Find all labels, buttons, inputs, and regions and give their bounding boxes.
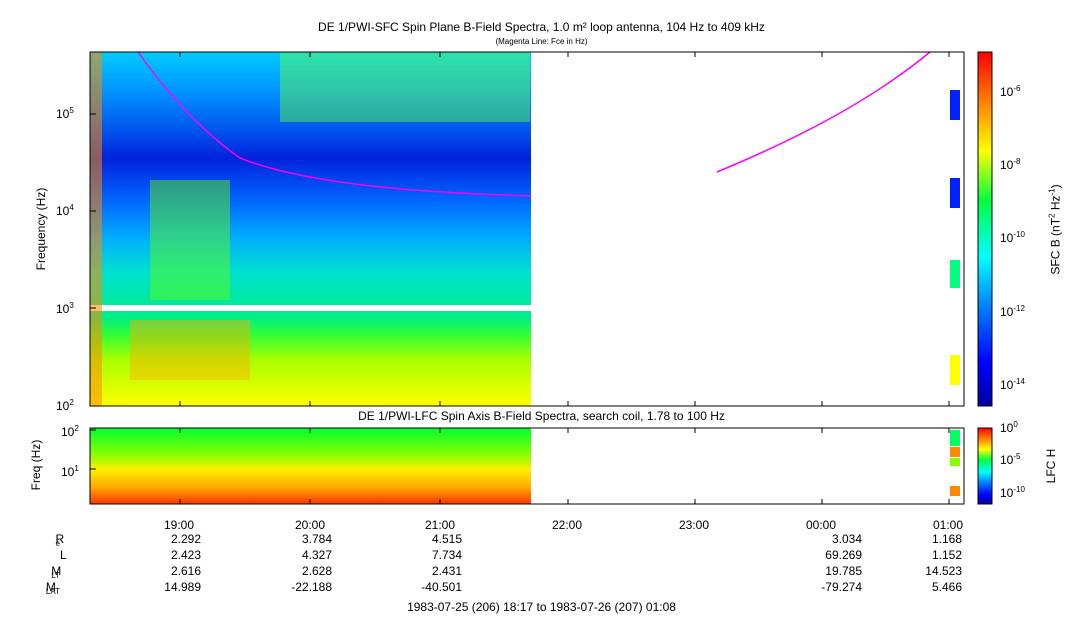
ephemeris-value: 4.515 (431, 532, 462, 546)
lower-ytick-label: 102 (61, 424, 79, 439)
lower-panel (89, 427, 965, 505)
upper-colorbar-tick: 10-8 (1000, 157, 1021, 172)
x-axis-ticks (179, 52, 950, 504)
ephemeris-value: 2.292 (170, 532, 201, 546)
xtick-label: 20:00 (295, 518, 326, 532)
lower-colorbar-label: LFC H (1044, 448, 1058, 484)
chart-subtitle: (Magenta Line: Fce in Hz) (495, 37, 588, 46)
lower-colorbar (977, 427, 993, 505)
lower-colorbar-tick: 100 (1000, 420, 1018, 435)
xtick-label: 23:00 (679, 518, 710, 532)
lower-ytick-label: 101 (61, 464, 79, 479)
upper-colorbar-label: SFC B (nT2 Hz-1) (1047, 184, 1063, 275)
ephemeris-value: 7.734 (431, 548, 462, 562)
ephemeris-value: -40.501 (421, 580, 462, 594)
ephemeris-value: 2.423 (170, 548, 201, 562)
ephemeris-value: 3.784 (301, 532, 332, 546)
fce-line-late (716, 51, 931, 173)
lower-frame (89, 427, 965, 505)
upper-emission-top (280, 52, 530, 122)
upper-marker-3 (950, 260, 960, 288)
ephemeris-row: M LT 2.616 2.628 2.431 19.785 14.523 (0, 564, 1083, 580)
ephemeris-value: -22.188 (291, 580, 332, 594)
upper-frame (89, 51, 965, 407)
upper-ytick-label: 104 (56, 203, 74, 218)
upper-ytick-label: 102 (56, 398, 74, 413)
xtick-label: 00:00 (806, 518, 837, 532)
ephemeris-value: 2.628 (301, 564, 332, 578)
ephemeris-value: 69.269 (825, 548, 862, 562)
fce-line-early (137, 51, 532, 197)
upper-emission-low (130, 320, 250, 380)
upper-y-axis-label: Frequency (Hz) (34, 187, 48, 271)
lower-marker-2 (950, 447, 960, 457)
xtick-label: 21:00 (425, 518, 456, 532)
upper-marker-1 (950, 90, 960, 120)
xtick-label: 22:00 (552, 518, 583, 532)
upper-colorbar-tick: 10-6 (1000, 84, 1021, 99)
xtick-label: 01:00 (933, 518, 964, 532)
lower-colorbar-tick: 10-5 (1000, 452, 1021, 467)
ephemeris-row: L 2.423 4.327 7.734 69.269 1.152 (60, 548, 962, 562)
ephemeris-row-label: M LT (51, 564, 62, 580)
lower-marker-4 (950, 486, 960, 496)
upper-colorbar-tick: 10-10 (1000, 230, 1025, 245)
ephemeris-value: -79.274 (821, 580, 862, 594)
ephemeris-value: 1.168 (931, 532, 962, 546)
xtick-label: 19:00 (164, 518, 195, 532)
chart-title: DE 1/PWI-SFC Spin Plane B-Field Spectra,… (318, 20, 765, 34)
ephemeris-value: 2.431 (431, 564, 462, 578)
upper-colorbar (977, 51, 993, 407)
ephemeris-row: M LAT 14.989 -22.188 -40.501 -79.274 5.466 (0, 580, 1083, 596)
ephemeris-value: 5.466 (931, 580, 962, 594)
lower-marker-3 (950, 458, 960, 466)
lower-marker-1 (950, 430, 960, 446)
lower-panel-title: DE 1/PWI-LFC Spin Axis B-Field Spectra, … (358, 409, 725, 423)
ephemeris-value: 2.616 (170, 564, 201, 578)
ephemeris-value: 14.989 (164, 580, 201, 594)
ephemeris-row-label: M LAT (45, 580, 60, 596)
lower-colorbar-tick: 10-10 (1000, 485, 1025, 500)
ephemeris-value: 14.523 (925, 564, 962, 578)
upper-spectrogram (90, 52, 531, 406)
upper-marker-4 (950, 355, 960, 385)
ephemeris-value: 4.327 (301, 548, 332, 562)
time-range-footer: 1983-07-25 (206) 18:17 to 1983-07-26 (20… (407, 600, 676, 614)
upper-emission-patch (150, 180, 230, 300)
ephemeris-value: 3.034 (831, 532, 862, 546)
upper-panel (89, 51, 965, 407)
lower-y-axis-label: Freq (Hz) (29, 439, 43, 491)
ephemeris-value: 19.785 (825, 564, 862, 578)
ephemeris-value: 1.152 (931, 548, 962, 562)
lower-spectrogram (90, 428, 531, 504)
upper-colorbar-tick: 10-12 (1000, 304, 1025, 319)
upper-burst-left (90, 52, 102, 406)
upper-marker-2 (950, 178, 960, 208)
upper-ytick-label: 103 (56, 301, 74, 316)
upper-data-gap (90, 305, 531, 311)
y-axis-ticks (90, 113, 96, 470)
upper-colorbar-tick: 10-14 (1000, 377, 1025, 392)
upper-ytick-label: 105 (56, 106, 74, 121)
